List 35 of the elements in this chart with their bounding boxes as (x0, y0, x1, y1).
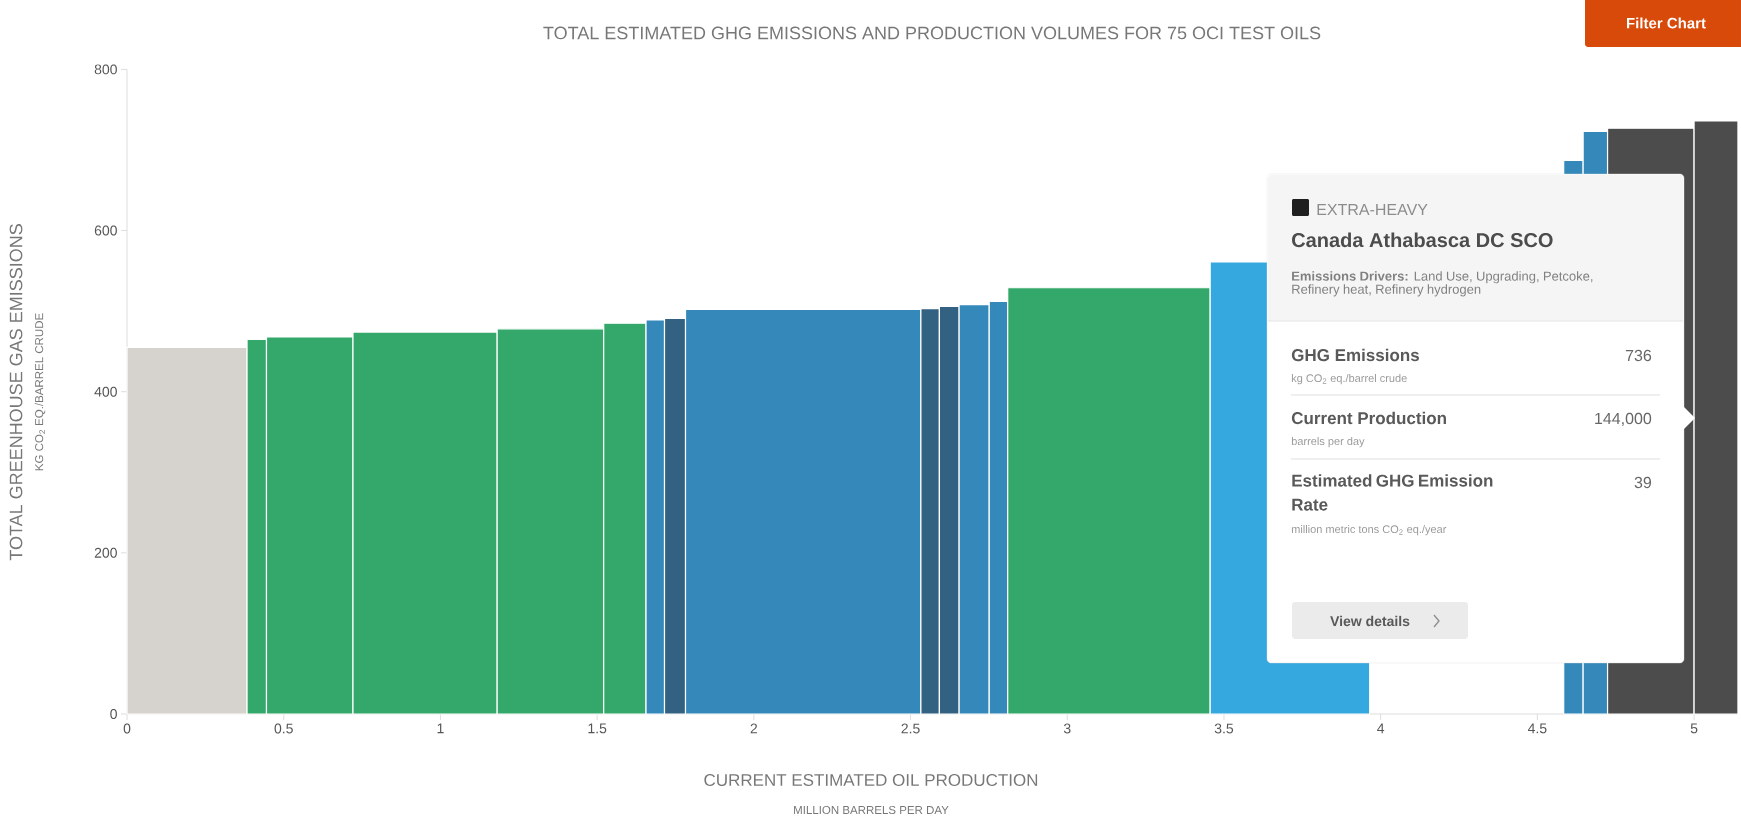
y-tick-label: 400 (94, 386, 117, 397)
x-tick-label: 2 (750, 723, 758, 734)
y-axis-title: TOTAL GREENHOUSE GAS EMISSIONS (9, 224, 23, 561)
x-tick-label: 1.5 (588, 723, 607, 734)
annotation: barrels per day (1291, 437, 1365, 448)
annotation: View details (1330, 615, 1410, 627)
x-tick-label: 4.5 (1527, 723, 1547, 734)
annotation: EXTRA-HEAVY (1317, 203, 1428, 215)
y-tick-label: 0 (110, 709, 117, 719)
annotation: 736 (1625, 349, 1652, 362)
x-tick-label: 3 (1063, 723, 1071, 734)
text: MILLION BARRELS PER DAY (794, 805, 949, 815)
annotation: Estimated GHG Emission Rate (1292, 474, 1493, 511)
x-tick-label: 3.5 (1214, 723, 1234, 734)
y-tick-label: 600 (94, 225, 117, 236)
x-tick-label: 1 (437, 723, 444, 734)
x-tick-label: 0.5 (274, 723, 293, 734)
annotation: million metric tons CO$_{2}$ eq./year (1291, 525, 1447, 536)
text: Filter Chart (1627, 17, 1706, 29)
chart-title: TOTAL ESTIMATED GHG EMISSIONS AND PRODUCTION VOLUMES FOR 75 OCI TEST OILS (543, 26, 1321, 40)
text: KG CO$_{2}$ EQ./BARREL CRUDE (34, 313, 46, 471)
annotation: 144,000 (1595, 412, 1652, 427)
annotation: Canada Athabasca DC SCO (1292, 232, 1553, 248)
annotation: Current Production (1291, 411, 1446, 425)
annotation: 39 (1634, 476, 1652, 489)
annotation: Emissions Drivers: Land Use, Upgrading, Petcoke, Refinery heat, Refinery hydrogen (1292, 271, 1593, 297)
x-axis-title: CURRENT ESTIMATED OIL PRODUCTION (704, 773, 1038, 787)
annotation: kg CO$_{2}$ eq./barrel crude (1291, 374, 1407, 385)
annotation: GHG Emissions (1291, 348, 1419, 362)
y-tick-label: 200 (94, 547, 117, 558)
x-tick-label: 4 (1377, 723, 1385, 734)
y-tick-label: 800 (94, 64, 117, 75)
x-tick-label: 0 (123, 723, 131, 734)
x-tick-label: 5 (1690, 723, 1698, 734)
x-tick-label: 2.5 (901, 723, 920, 734)
